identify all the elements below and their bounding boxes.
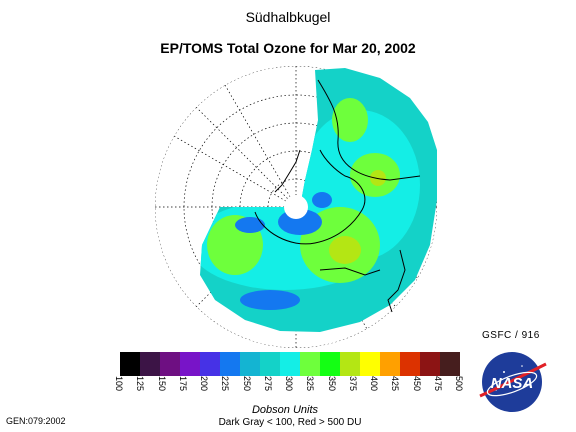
color-scale-swatch bbox=[320, 352, 341, 376]
color-scale-swatch bbox=[300, 352, 321, 376]
nasa-logo-text: NASA bbox=[491, 375, 534, 392]
color-scale-tick-label: 175 bbox=[177, 376, 188, 392]
ozone-low-region bbox=[312, 192, 332, 208]
color-scale-tick-label: 350 bbox=[326, 376, 337, 392]
color-scale-tick-label: 475 bbox=[432, 376, 443, 392]
ozone-peak-region bbox=[370, 170, 386, 186]
ozone-field bbox=[200, 68, 437, 332]
color-scale-tick: 400 bbox=[369, 376, 380, 402]
color-scale-tick: 100 bbox=[114, 376, 125, 402]
color-scale-swatch bbox=[200, 352, 221, 376]
color-scale-swatch bbox=[380, 352, 401, 376]
coastlines bbox=[254, 79, 421, 313]
color-scale-tick: 175 bbox=[177, 376, 189, 402]
color-scale-swatch bbox=[360, 352, 381, 376]
color-scale-tick-label: 200 bbox=[199, 376, 209, 392]
color-scale-tick: 300 bbox=[284, 376, 295, 402]
color-scale-swatch bbox=[140, 352, 161, 376]
ozone-high-region bbox=[332, 98, 368, 142]
credit-label: GSFC / 916 bbox=[482, 330, 540, 341]
color-scale-tick-label: 225 bbox=[220, 376, 231, 392]
color-scale-swatch bbox=[220, 352, 241, 376]
color-scale-tick-label: 150 bbox=[156, 376, 167, 392]
color-scale-tick: 350 bbox=[326, 376, 338, 402]
color-scale-tick: 500 bbox=[454, 376, 465, 402]
color-scale-tick: 250 bbox=[241, 376, 253, 402]
color-scale-tick: 375 bbox=[347, 376, 359, 402]
color-scale-ticks: 100 125 150 175 200 225 250 275 300 325 350 375 400 4… bbox=[114, 376, 464, 402]
units-label: Dobson Units bbox=[251, 404, 319, 416]
color-scale bbox=[120, 352, 460, 376]
ozone-low-region bbox=[235, 217, 265, 233]
color-footnote: Dark Gray < 100, Red > 500 DU bbox=[218, 417, 362, 428]
color-scale-swatch bbox=[400, 352, 421, 376]
color-scale-tick: 275 bbox=[262, 376, 274, 402]
color-scale-tick-label: 325 bbox=[305, 376, 316, 392]
color-scale-tick: 425 bbox=[390, 376, 401, 402]
color-scale-swatch bbox=[160, 352, 181, 376]
color-scale-tick-label: 425 bbox=[390, 376, 401, 392]
color-scale-tick-label: 125 bbox=[135, 376, 146, 392]
color-scale-tick: 325 bbox=[305, 376, 316, 402]
color-scale-swatch bbox=[240, 352, 261, 376]
color-scale-tick-label: 450 bbox=[411, 376, 422, 392]
color-scale-tick: 125 bbox=[135, 376, 146, 402]
color-scale-tick-label: 375 bbox=[347, 376, 358, 392]
color-scale-tick-label: 250 bbox=[241, 376, 252, 392]
color-scale-tick-label: 400 bbox=[369, 376, 379, 392]
color-scale-tick: 475 bbox=[432, 376, 444, 402]
color-scale-swatch bbox=[440, 352, 460, 376]
color-scale-tick: 225 bbox=[220, 376, 231, 402]
color-scale-tick-label: 100 bbox=[114, 376, 124, 392]
ozone-peak-region bbox=[329, 236, 361, 264]
color-scale-tick-label: 275 bbox=[262, 376, 273, 392]
color-scale-tick-label: 500 bbox=[454, 376, 464, 392]
color-scale-tick: 450 bbox=[411, 376, 423, 402]
color-scale-tick-label: 300 bbox=[284, 376, 294, 392]
color-scale-swatch bbox=[180, 352, 201, 376]
color-scale-swatch bbox=[340, 352, 361, 376]
color-scale-swatch bbox=[260, 352, 281, 376]
map-heading: Südhalbkugel bbox=[245, 9, 331, 25]
color-scale-tick: 150 bbox=[156, 376, 168, 402]
nasa-logo: NASA bbox=[479, 352, 547, 412]
ozone-low-region bbox=[240, 290, 300, 310]
color-scale-tick: 200 bbox=[199, 376, 210, 402]
map-title: EP/TOMS Total Ozone for Mar 20, 2002 bbox=[160, 40, 416, 56]
color-scale-swatch bbox=[420, 352, 441, 376]
gen-label: GEN:079:2002 bbox=[6, 416, 66, 426]
pole-marker bbox=[284, 195, 308, 219]
color-scale-swatch bbox=[280, 352, 301, 376]
color-scale-swatch bbox=[120, 352, 141, 376]
